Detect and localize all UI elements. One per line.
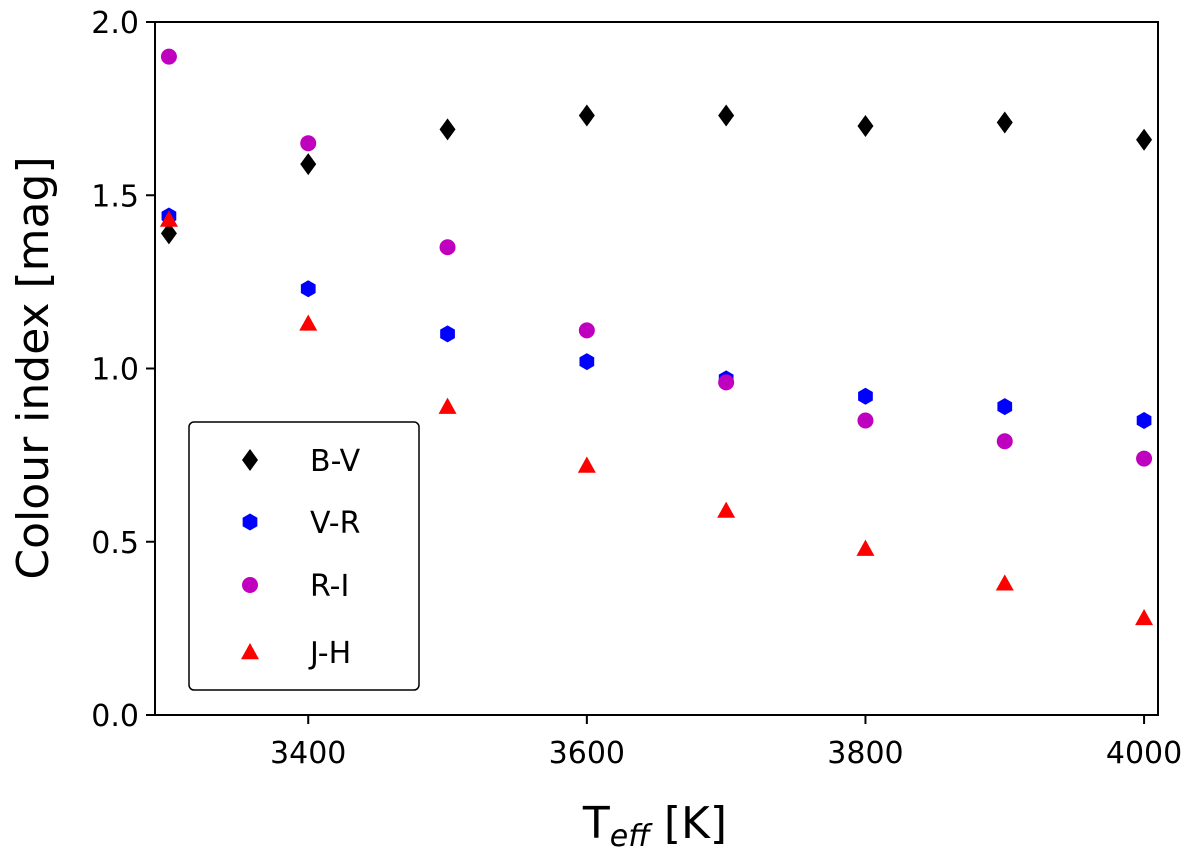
point-J-H-3900	[995, 574, 1014, 591]
series-J-H	[159, 210, 1154, 626]
legend-label-J-H: J-H	[308, 636, 351, 671]
point-B-V-3300	[160, 222, 177, 245]
y-tick-label: 1.5	[91, 179, 139, 214]
point-J-H-3500	[438, 397, 457, 414]
x-axis-label-main: T	[582, 798, 610, 848]
point-V-R-3400	[300, 280, 316, 298]
point-R-I-3900	[996, 433, 1013, 450]
point-B-V-3900	[996, 111, 1013, 134]
x-axis-ticks: 3400 3600 3800 4000	[270, 715, 1182, 771]
y-axis-label: Colour index [mag]	[8, 156, 59, 579]
x-tick-label: 3800	[827, 736, 903, 771]
y-axis-ticks: 0.0 0.5 1.0 1.5 2.0	[91, 6, 155, 734]
y-tick-label: 2.0	[91, 6, 139, 41]
legend-frame	[188, 421, 420, 691]
point-R-I-4000	[1136, 450, 1153, 467]
x-axis-label-subscript: eff	[610, 819, 653, 848]
plot-area	[159, 48, 1154, 626]
point-R-I-3300	[160, 48, 177, 65]
point-R-I-3800	[857, 412, 874, 429]
legend-marker-B-V	[242, 449, 258, 471]
point-J-H-3800	[856, 539, 875, 556]
x-axis-label: Teff [K]	[582, 798, 727, 848]
point-J-H-3300	[159, 210, 178, 227]
point-B-V-3400	[300, 153, 317, 176]
series-R-I	[160, 48, 1153, 467]
legend-marker-J-H	[241, 643, 259, 660]
x-axis-label-unit: [K]	[650, 798, 727, 848]
legend-label-B-V: B-V	[310, 444, 361, 479]
point-V-R-3600	[579, 353, 595, 371]
y-tick-label: 0.0	[91, 699, 139, 734]
y-tick-label: 1.0	[91, 353, 139, 388]
legend-label-R-I: R-I	[310, 569, 349, 604]
point-R-I-3600	[578, 322, 595, 339]
point-B-V-4000	[1136, 128, 1153, 151]
point-V-R-4000	[1136, 411, 1152, 429]
legend: B-V V-R R-I J-H	[188, 421, 420, 691]
point-R-I-3700	[718, 374, 735, 391]
x-tick-label: 3600	[549, 736, 625, 771]
point-J-H-3700	[717, 501, 736, 518]
point-V-R-3900	[997, 398, 1013, 416]
point-B-V-3700	[718, 104, 735, 127]
series-B-V	[160, 104, 1153, 245]
point-B-V-3500	[439, 118, 456, 141]
point-B-V-3800	[857, 114, 874, 137]
legend-label-V-R: V-R	[310, 506, 360, 541]
point-V-R-3800	[858, 387, 873, 405]
point-J-H-3400	[299, 314, 318, 331]
x-tick-label: 4000	[1106, 736, 1182, 771]
x-tick-label: 3400	[270, 736, 346, 771]
legend-marker-R-I	[242, 577, 258, 593]
point-R-I-3400	[300, 135, 317, 152]
point-J-H-4000	[1135, 608, 1154, 626]
y-tick-label: 0.5	[91, 526, 139, 561]
point-R-I-3500	[439, 239, 456, 256]
point-B-V-3600	[578, 104, 595, 127]
point-J-H-3600	[577, 456, 596, 473]
legend-marker-V-R	[242, 513, 258, 531]
point-V-R-3500	[440, 325, 455, 343]
